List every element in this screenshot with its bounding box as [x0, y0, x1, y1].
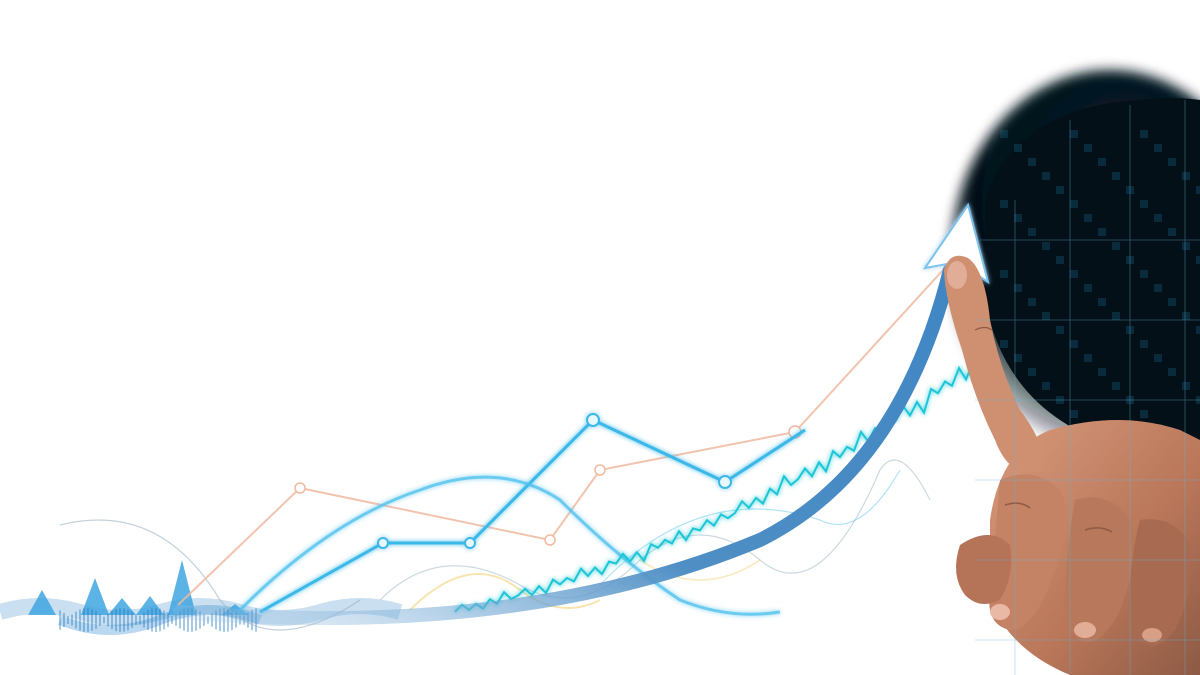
- grid-cell: [1196, 186, 1200, 194]
- grid-cell: [1154, 284, 1162, 292]
- spike-peak: [108, 598, 136, 615]
- grid-cell: [1070, 200, 1078, 208]
- grid-cell: [1070, 410, 1078, 418]
- grid-cell: [1098, 228, 1106, 236]
- grid-cell: [1154, 354, 1162, 362]
- screen-grid-lines: [975, 100, 1200, 675]
- grid-cell: [1098, 368, 1106, 376]
- grid-cell: [1126, 186, 1134, 194]
- grid-cell: [1112, 382, 1120, 390]
- grid-cell: [1196, 326, 1200, 334]
- grid-cell: [1182, 242, 1190, 250]
- grid-cell: [1112, 312, 1120, 320]
- spike-peak: [168, 560, 196, 615]
- background-curves: [59, 459, 931, 631]
- grid-cell: [1070, 340, 1078, 348]
- grid-cell: [1056, 186, 1064, 194]
- grid-cell: [1070, 270, 1078, 278]
- grid-cell: [1154, 144, 1162, 152]
- grid-cell: [1028, 158, 1036, 166]
- grid-cell: [1014, 144, 1022, 152]
- grid-cell: [1182, 312, 1190, 320]
- grid-cell: [1084, 214, 1092, 222]
- grid-cell: [1028, 298, 1036, 306]
- grid-cell: [1196, 256, 1200, 264]
- grid-cell: [1014, 214, 1022, 222]
- grid-cell: [1140, 130, 1148, 138]
- grid-cell: [1168, 368, 1176, 376]
- grid-cell: [1168, 158, 1176, 166]
- grid-cell: [1098, 298, 1106, 306]
- grid-cell: [1084, 354, 1092, 362]
- grid-cell: [1014, 354, 1022, 362]
- digital-grid: [1000, 130, 1200, 474]
- grid-cell: [1056, 326, 1064, 334]
- grid-cell: [1182, 382, 1190, 390]
- grid-cell: [1000, 270, 1008, 278]
- grid-cell: [1140, 200, 1148, 208]
- grid-cell: [1042, 312, 1050, 320]
- grid-cell: [1098, 158, 1106, 166]
- spike-peak: [136, 596, 164, 615]
- grid-cell: [1084, 284, 1092, 292]
- grid-cell: [1042, 382, 1050, 390]
- blue-smooth-curve: [238, 475, 781, 616]
- blue-line-series: [259, 413, 806, 614]
- grid-cell: [1056, 256, 1064, 264]
- grid-cell: [1126, 326, 1134, 334]
- grid-cell: [1168, 298, 1176, 306]
- grid-cell: [1042, 242, 1050, 250]
- grid-cell: [1000, 340, 1008, 348]
- peach-line-series: [177, 234, 976, 606]
- grid-cell: [1000, 200, 1008, 208]
- grid-cell: [1140, 410, 1148, 418]
- grid-cell: [1140, 340, 1148, 348]
- grid-cell: [1000, 130, 1008, 138]
- grid-cell: [1196, 396, 1200, 404]
- grid-cell: [1042, 172, 1050, 180]
- spike-peak: [81, 578, 109, 615]
- grid-cell: [1168, 228, 1176, 236]
- grid-cell: [1154, 214, 1162, 222]
- dark-screen-area: [950, 70, 1200, 471]
- grid-cell: [1112, 242, 1120, 250]
- grid-cell: [1126, 256, 1134, 264]
- grid-cell: [1182, 172, 1190, 180]
- grid-cell: [1084, 144, 1092, 152]
- grid-cell: [1028, 228, 1036, 236]
- grid-cell: [1014, 284, 1022, 292]
- pointing-hand: [944, 255, 1200, 675]
- grid-cell: [1056, 396, 1064, 404]
- grid-cell: [1070, 130, 1078, 138]
- grid-cell: [1140, 270, 1148, 278]
- grid-cell: [1112, 172, 1120, 180]
- grid-cell: [1028, 368, 1036, 376]
- spike-peak: [28, 590, 56, 615]
- grid-cell: [1126, 396, 1134, 404]
